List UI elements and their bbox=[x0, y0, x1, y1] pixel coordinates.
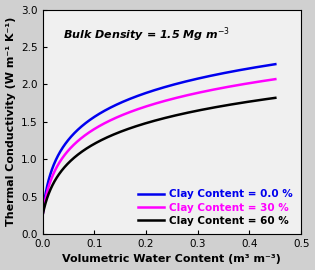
Clay Content = 0.0 % bbox=[41, 214, 44, 217]
Clay Content = 60 % bbox=[143, 122, 147, 125]
Clay Content = 30 % bbox=[135, 108, 139, 111]
Line: Clay Content = 60 %: Clay Content = 60 % bbox=[43, 98, 275, 215]
Clay Content = 60 % bbox=[273, 96, 277, 99]
Clay Content = 0.0 % bbox=[222, 72, 226, 75]
Clay Content = 60 % bbox=[222, 104, 226, 107]
Legend: Clay Content = 0.0 %, Clay Content = 30 %, Clay Content = 60 %: Clay Content = 0.0 %, Clay Content = 30 … bbox=[135, 186, 296, 229]
Clay Content = 30 % bbox=[201, 90, 204, 93]
Clay Content = 0.0 % bbox=[273, 63, 277, 66]
Line: Clay Content = 0.0 %: Clay Content = 0.0 % bbox=[43, 64, 275, 215]
Clay Content = 60 % bbox=[201, 108, 204, 111]
Clay Content = 30 % bbox=[226, 85, 230, 89]
Clay Content = 60 % bbox=[226, 103, 230, 107]
Clay Content = 30 % bbox=[273, 77, 277, 81]
Clay Content = 0.0 % bbox=[65, 141, 68, 144]
Clay Content = 0.0 % bbox=[135, 94, 139, 98]
Line: Clay Content = 30 %: Clay Content = 30 % bbox=[43, 79, 275, 215]
Clay Content = 30 % bbox=[41, 214, 44, 217]
Clay Content = 60 % bbox=[41, 214, 44, 217]
Clay Content = 0.0 % bbox=[226, 71, 230, 74]
X-axis label: Volumetric Water Content (m³ m⁻³): Volumetric Water Content (m³ m⁻³) bbox=[62, 254, 281, 264]
Clay Content = 0.0 % bbox=[143, 92, 147, 95]
Y-axis label: Thermal Conductivity (W m⁻¹ K⁻¹): Thermal Conductivity (W m⁻¹ K⁻¹) bbox=[6, 17, 15, 227]
Clay Content = 30 % bbox=[143, 105, 147, 108]
Text: Bulk Density = 1.5 Mg m$^{-3}$: Bulk Density = 1.5 Mg m$^{-3}$ bbox=[63, 25, 231, 44]
Clay Content = 30 % bbox=[222, 86, 226, 89]
Clay Content = 30 % bbox=[65, 151, 68, 154]
Clay Content = 60 % bbox=[135, 124, 139, 128]
Clay Content = 0.0 % bbox=[201, 76, 204, 79]
Clay Content = 60 % bbox=[65, 164, 68, 167]
